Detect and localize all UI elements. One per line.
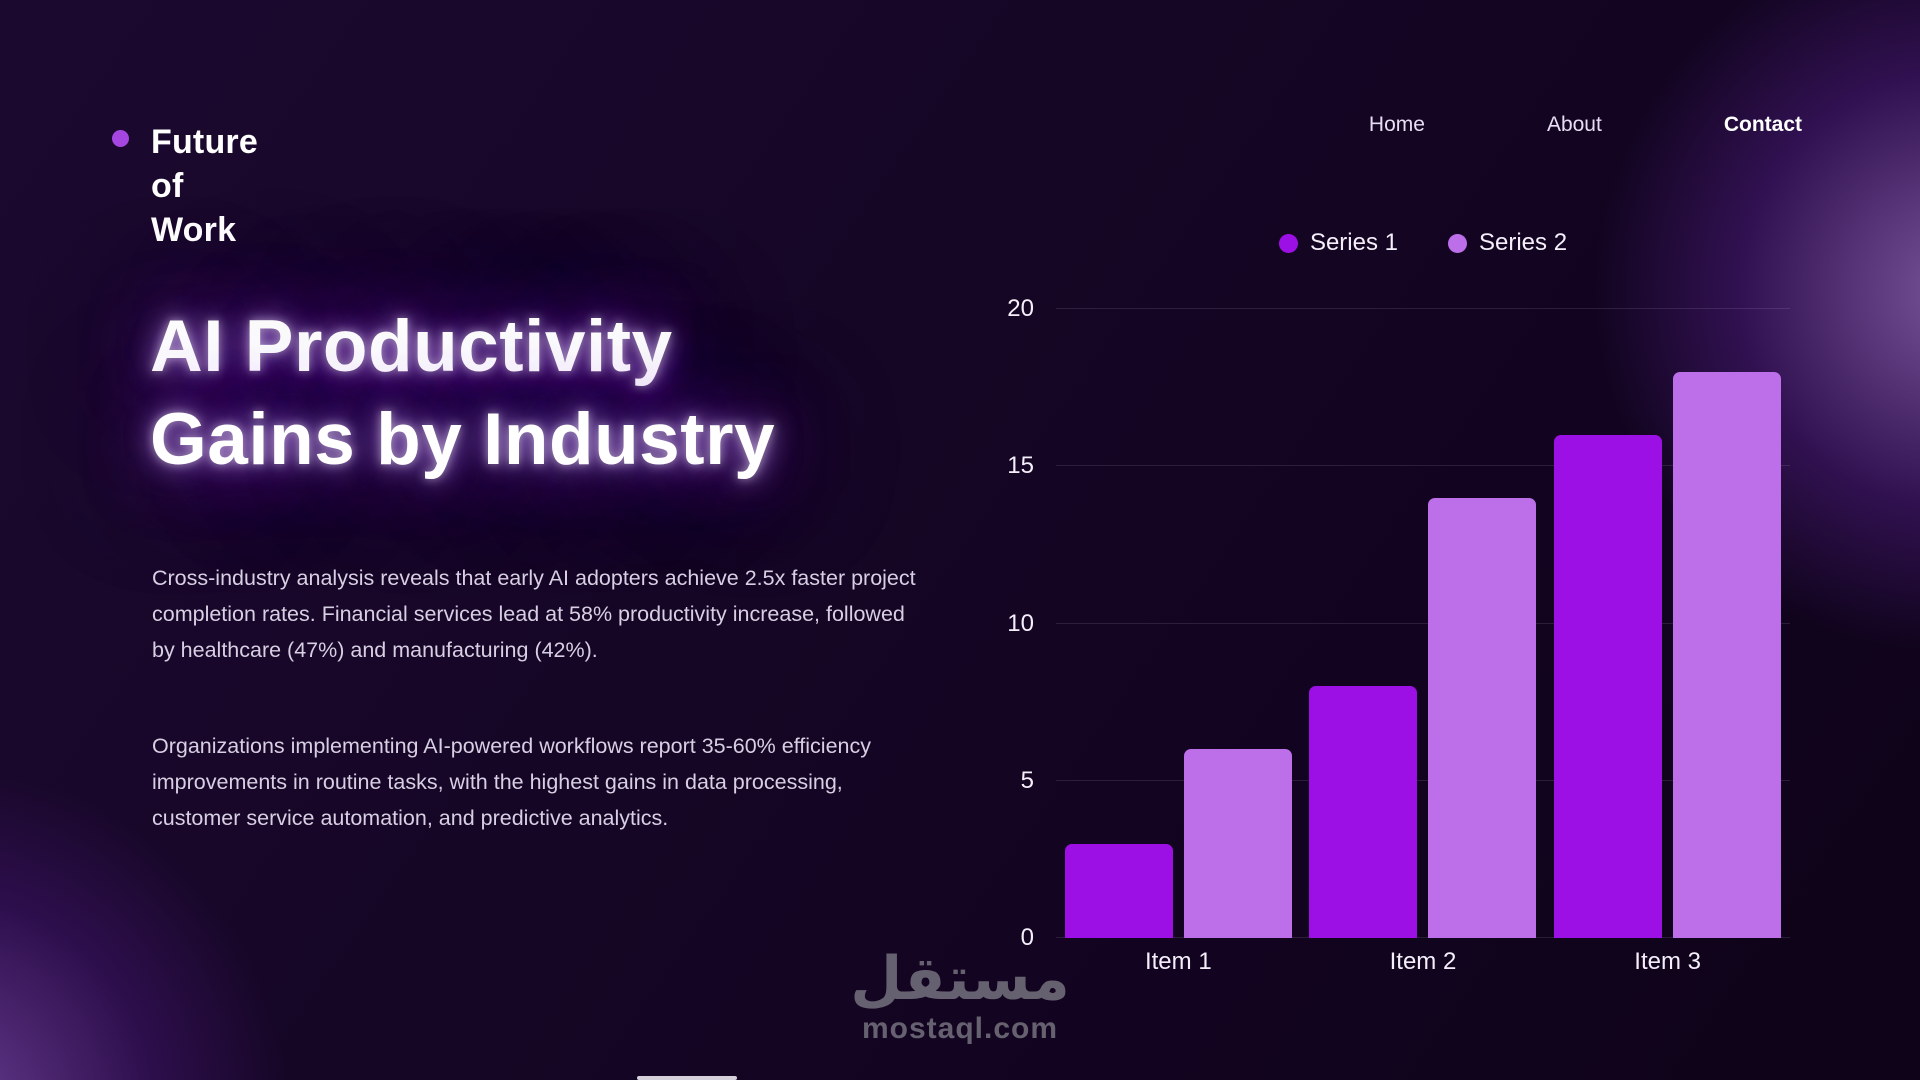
brand-logo[interactable]: Future of Work <box>112 120 258 252</box>
top-nav: Home About Contact <box>1369 113 1802 137</box>
bar-series-1 <box>1554 434 1663 938</box>
bar-series-2 <box>1673 371 1782 938</box>
nav-link-about[interactable]: About <box>1546 113 1602 136</box>
legend-label: Series 1 <box>1309 229 1398 256</box>
y-axis-tick-label: 10 <box>1007 609 1034 637</box>
brand-line: Work <box>151 211 237 249</box>
bar-series-2 <box>1428 497 1537 938</box>
y-axis-tick-label: 5 <box>1020 766 1034 794</box>
y-axis-tick-label: 0 <box>1020 924 1034 951</box>
body-paragraph-1: Cross-industry analysis reveals that ear… <box>152 566 916 662</box>
legend-item: Series 2 <box>1448 229 1567 257</box>
gridline <box>1056 779 1790 781</box>
bar-group <box>1309 309 1537 938</box>
bar-chart: Series 1 Series 2 0 5 10 15 20 Item 1 Item 2 It… <box>1007 229 1790 975</box>
chart-x-labels: Item 1 Item 2 Item 3 <box>1056 948 1790 976</box>
chart-bars <box>1056 309 1790 938</box>
y-axis-tick-label: 15 <box>1007 452 1034 480</box>
bar-group <box>1064 309 1292 938</box>
chart-plot: 0 5 10 15 20 <box>1007 295 1790 951</box>
bar-series-2 <box>1183 749 1292 938</box>
bar-series-1 <box>1064 843 1173 938</box>
x-axis-category-label: Item 2 <box>1389 948 1457 975</box>
bar-series-1 <box>1309 686 1418 938</box>
gridline <box>1056 308 1790 309</box>
bar-group <box>1554 309 1782 938</box>
chart-legend: Series 1 Series 2 <box>1056 229 1790 257</box>
watermark: مستقل mostaql.com <box>850 948 1069 1046</box>
legend-item: Series 1 <box>1278 229 1398 257</box>
gridline <box>1056 465 1790 467</box>
gridline <box>1056 622 1790 624</box>
page-title-line-1: AI Productivity <box>150 306 673 387</box>
gridline <box>1056 937 1790 938</box>
legend-dot-icon <box>1448 233 1467 253</box>
brand-name: Future of Work <box>151 120 258 252</box>
watermark-domain: mostaql.com <box>861 1012 1059 1045</box>
brand-dot-icon <box>112 130 129 147</box>
nav-link-home[interactable]: Home <box>1368 113 1425 136</box>
body-paragraph-2: Organizations implementing AI-powered wo… <box>152 734 872 830</box>
legend-dot-icon <box>1278 233 1298 253</box>
y-axis-tick-label: 20 <box>1007 295 1034 322</box>
nav-link-contact[interactable]: Contact <box>1723 113 1802 136</box>
brand-line: Future <box>151 123 258 161</box>
page-title-line-2: Gains by Industry <box>150 399 776 480</box>
footer-indicator <box>637 1076 737 1080</box>
legend-label: Series 2 <box>1479 229 1568 256</box>
watermark-arabic: مستقل <box>850 944 1070 1014</box>
x-axis-category-label: Item 3 <box>1634 948 1701 975</box>
x-axis-category-label: Item 1 <box>1144 948 1212 975</box>
page-title: AI Productivity Gains by Industry <box>150 300 910 486</box>
brand-line: of <box>151 167 184 205</box>
